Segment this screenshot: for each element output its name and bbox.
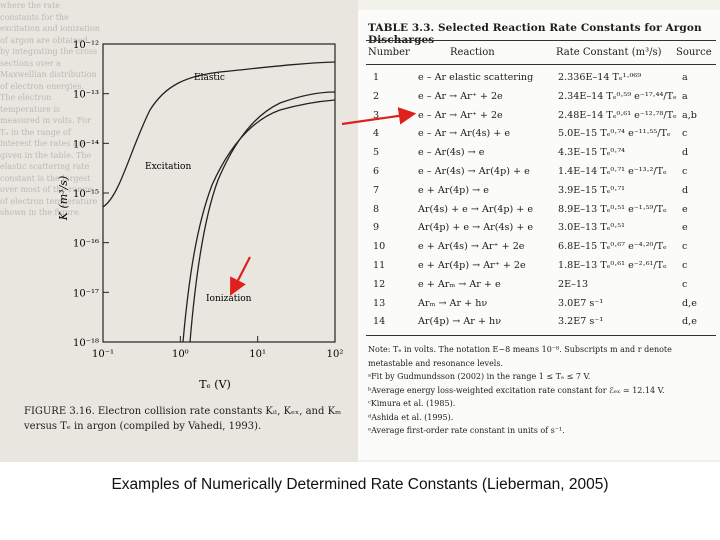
table-cell-number: 12 xyxy=(373,278,386,290)
table-note: ᵇAverage energy loss-weighted excitation… xyxy=(368,385,665,395)
table-cell-source: d xyxy=(682,147,689,159)
table-note: ᵃFit by Gudmundsson (2002) in the range … xyxy=(368,372,591,381)
ionization-curve-label: Ionization xyxy=(206,294,252,304)
table-cell-source: a xyxy=(682,72,688,83)
x-tick-label: 10² xyxy=(327,349,344,360)
excitation-curve xyxy=(189,91,336,343)
table-cell-number: 2 xyxy=(373,90,380,102)
table-note: ᶜKimura et al. (1985). xyxy=(368,399,456,408)
table-cell-number: 14 xyxy=(373,316,386,328)
table-note: Note: Tₑ in volts. The notation E−8 mean… xyxy=(368,345,672,368)
table-cell-source: c xyxy=(682,260,688,271)
table-cell-source: c xyxy=(682,278,688,290)
table-top-rule xyxy=(366,40,716,41)
table-bottom-rule xyxy=(366,335,716,336)
table-cell-reaction: e – Ar → Ar⁺ + 2e xyxy=(418,109,503,121)
right-book-page xyxy=(358,10,720,460)
table-cell-source: d,e xyxy=(682,316,697,328)
table-cell-reaction: e – Ar(4s) → e xyxy=(418,147,485,159)
red-arrow-to-reaction-2 xyxy=(341,107,417,126)
table-header-source: Source xyxy=(676,47,712,58)
table-cell-number: 5 xyxy=(373,147,380,159)
table-notes: Note: Tₑ in volts. The notation E−8 mean… xyxy=(368,343,713,438)
table-cell-rate: 3.0E–13 Tₑ⁰·⁵¹ xyxy=(558,222,626,234)
red-arrow-to-ionization-curve xyxy=(229,256,251,296)
table-cell-reaction: e + Ar(4s) → Ar⁺ + 2e xyxy=(418,241,525,253)
table-cell-source: d xyxy=(682,184,689,196)
table-cell-reaction: Ar(4p) + e → Ar(4s) + e xyxy=(418,222,534,234)
table-cell-number: 1 xyxy=(373,72,380,83)
annotation-arrows xyxy=(229,107,417,296)
book-scan-image: where the rate constants for the excitat… xyxy=(0,0,720,462)
x-tick-label: 10¹ xyxy=(249,349,266,360)
table-cell-number: 10 xyxy=(373,241,386,253)
table-cell-rate: 2.336E–14 Tₑ¹·⁰⁶⁹ xyxy=(558,72,642,83)
table-cell-reaction: e + Ar(4p) → e xyxy=(418,184,489,196)
table-cell-source: d,e xyxy=(682,297,697,309)
ionization-curve xyxy=(182,99,336,343)
y-tick-label: 10⁻¹² xyxy=(73,40,99,51)
table-cell-rate: 6.8E–15 Tₑ⁰·⁶⁷ e⁻⁴·²⁰/Tₑ xyxy=(558,241,667,253)
table-cell-rate: 3.9E–15 Tₑ⁰·⁷¹ xyxy=(558,184,626,196)
table-cell-rate: 2.34E–14 Tₑ⁰·⁵⁹ e⁻¹⁷·⁴⁴/Tₑ xyxy=(558,90,677,102)
table-cell-reaction: e – Ar(4s) → Ar(4p) + e xyxy=(418,166,530,177)
y-tick-label: 10⁻¹⁸ xyxy=(73,338,99,349)
left-book-page: where the rate constants for the excitat… xyxy=(0,0,358,462)
table-cell-rate: 2.48E–14 Tₑ⁰·⁶¹ e⁻¹²·⁷⁸/Tₑ xyxy=(558,109,677,121)
table-cell-reaction: e – Ar → Ar⁺ + 2e xyxy=(418,90,503,102)
y-axis-label: K (m³/s) xyxy=(57,176,70,222)
table-cell-source: c xyxy=(682,166,688,177)
slide-caption: Examples of Numerically Determined Rate … xyxy=(111,476,609,493)
table-cell-source: c xyxy=(682,241,688,253)
y-tick-label: 10⁻¹⁷ xyxy=(73,288,99,299)
y-tick-label: 10⁻¹³ xyxy=(73,90,99,101)
x-tick-label: 10⁻¹ xyxy=(92,349,114,360)
table-cell-number: 6 xyxy=(373,166,380,177)
table-note: ᵉAverage first-order rate constant in un… xyxy=(368,426,565,435)
table-cell-reaction: e – Ar elastic scattering xyxy=(418,72,534,83)
table-cell-number: 8 xyxy=(373,203,380,215)
table-cell-rate: 8.9E–13 Tₑ⁰·⁵¹ e⁻¹·⁵⁹/Tₑ xyxy=(558,203,667,215)
table-cell-rate: 4.3E–15 Tₑ⁰·⁷⁴ xyxy=(558,147,626,159)
figure-caption: FIGURE 3.16. Electron collision rate con… xyxy=(24,406,342,432)
table-cell-source: a xyxy=(682,90,688,102)
table-cell-rate: 3.0E7 s⁻¹ xyxy=(558,297,604,309)
background-page-text: where the rate constants for the excitat… xyxy=(0,1,100,217)
y-tick-label: 10⁻¹⁵ xyxy=(73,189,99,200)
table-cell-number: 3 xyxy=(373,109,380,121)
rate-constant-plot: 10⁻¹² 10⁻¹³ 10⁻¹⁴ 10⁻¹⁵ 10⁻¹⁶ 10⁻¹⁷ 10⁻¹⁸ 10⁻¹… xyxy=(57,40,344,391)
y-tick-label: 10⁻¹⁶ xyxy=(73,239,99,250)
excitation-curve-label: Excitation xyxy=(145,162,191,172)
table-cell-reaction: Ar(4s) + e → Ar(4p) + e xyxy=(418,203,534,215)
x-axis-label: Tₑ (V) xyxy=(199,378,231,391)
table-cell-number: 9 xyxy=(373,222,380,234)
table-cell-number: 7 xyxy=(373,184,380,196)
elastic-curve xyxy=(102,61,336,208)
table-note: ᵈAshida et al. (1995). xyxy=(368,412,454,422)
table-cell-rate: 2E–13 xyxy=(558,278,589,290)
table-cell-reaction: Arₘ → Ar + hν xyxy=(418,297,488,309)
table-cell-rate: 1.8E–13 Tₑ⁰·⁶¹ e⁻²·⁶¹/Tₑ xyxy=(558,260,667,271)
table-cell-rate: 1.4E–14 Tₑ⁰·⁷¹ e⁻¹³·²/Tₑ xyxy=(558,166,667,177)
table-cell-source: e xyxy=(682,222,688,234)
table-cell-rate: 3.2E7 s⁻¹ xyxy=(558,316,604,328)
x-tick-label: 10⁰ xyxy=(172,349,189,360)
table-cell-number: 11 xyxy=(373,260,386,271)
table-cell-source: e xyxy=(682,203,688,215)
table-cell-rate: 5.0E–15 Tₑ⁰·⁷⁴ e⁻¹¹·⁵⁵/Tₑ xyxy=(558,128,671,140)
table-cell-number: 4 xyxy=(373,128,380,140)
table-cell-reaction: e + Ar(4p) → Ar⁺ + 2e xyxy=(418,260,526,271)
elastic-curve-label: Elastic xyxy=(194,73,225,83)
table-cell-reaction: e – Ar → Ar(4s) + e xyxy=(418,128,511,140)
table-header-reaction: Reaction xyxy=(450,47,495,58)
table-cell-source: a,b xyxy=(682,109,697,121)
table-header-rate: Rate Constant (m³/s) xyxy=(556,47,662,58)
table-cell-number: 13 xyxy=(373,297,386,309)
table-header-number: Number xyxy=(368,47,410,58)
table-cell-reaction: e + Arₘ → Ar + e xyxy=(418,278,501,290)
table-header-rule xyxy=(366,64,716,65)
table-cell-source: c xyxy=(682,128,688,140)
y-tick-label: 10⁻¹⁴ xyxy=(73,139,99,150)
table-cell-reaction: Ar(4p) → Ar + hν xyxy=(418,316,502,328)
